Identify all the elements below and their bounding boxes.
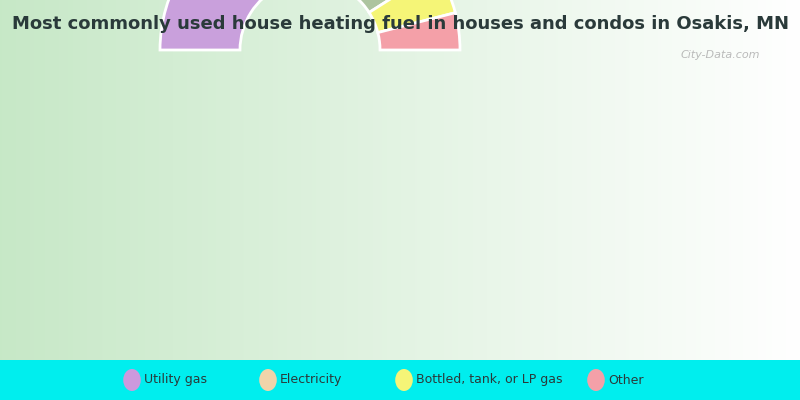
Text: City-Data.com: City-Data.com: [681, 50, 760, 60]
Ellipse shape: [123, 369, 141, 391]
Wedge shape: [160, 0, 406, 50]
Ellipse shape: [259, 369, 277, 391]
Ellipse shape: [587, 369, 605, 391]
Text: Most commonly used house heating fuel in houses and condos in Osakis, MN: Most commonly used house heating fuel in…: [11, 15, 789, 33]
Text: Utility gas: Utility gas: [144, 374, 207, 386]
Text: Other: Other: [608, 374, 643, 386]
Wedge shape: [354, 0, 437, 12]
Text: Bottled, tank, or LP gas: Bottled, tank, or LP gas: [416, 374, 562, 386]
Text: Electricity: Electricity: [280, 374, 342, 386]
Wedge shape: [369, 0, 455, 32]
Ellipse shape: [395, 369, 413, 391]
Wedge shape: [378, 13, 460, 50]
